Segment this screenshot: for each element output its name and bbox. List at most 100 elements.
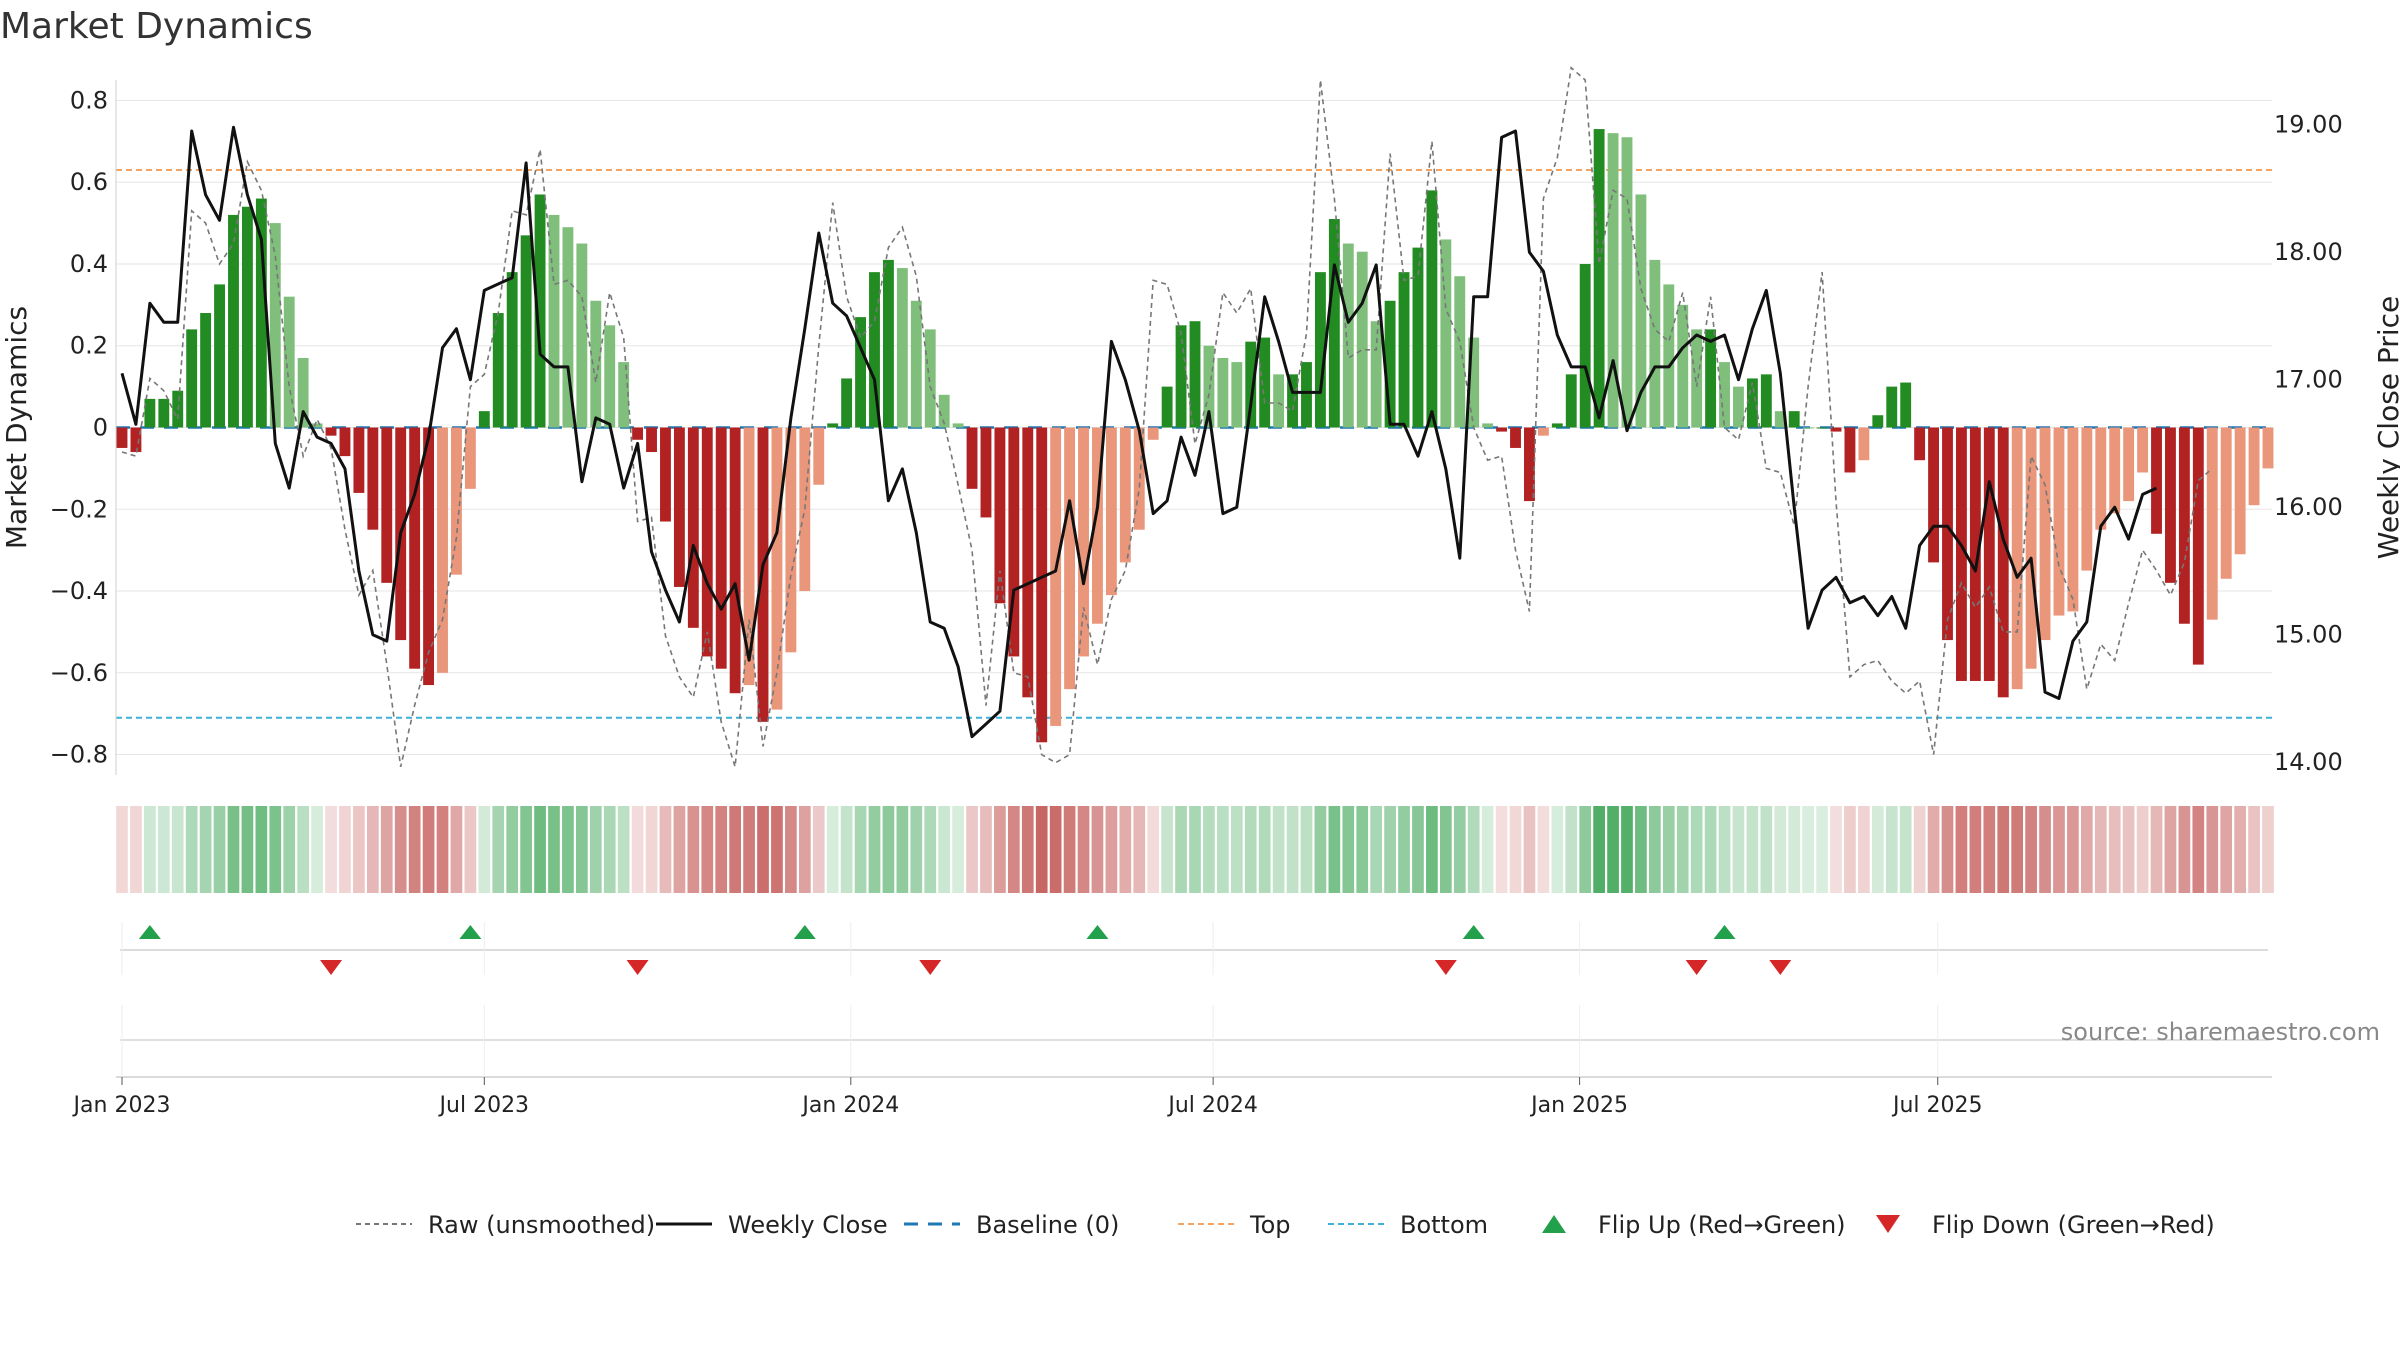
regime-cell <box>701 806 714 893</box>
bar <box>2025 427 2037 669</box>
regime-cell <box>1230 806 1243 893</box>
regime-cell <box>1370 806 1383 893</box>
regime-cell <box>2108 806 2121 893</box>
flip-down-marker <box>626 960 649 975</box>
regime-cell <box>798 806 811 893</box>
regime-cell <box>1885 806 1898 893</box>
regime-cell <box>2192 806 2205 893</box>
flip-markers-panel <box>120 922 2268 975</box>
y-left-tick-label: −0.8 <box>50 741 108 769</box>
regime-cell <box>1077 806 1090 893</box>
regime-cell <box>1704 806 1717 893</box>
flip-up-marker <box>1713 925 1736 939</box>
regime-cell <box>1147 806 1160 893</box>
regime-cell <box>757 806 769 893</box>
bar <box>353 427 365 493</box>
regime-cell <box>1217 806 1229 893</box>
regime-cell <box>1913 806 1926 893</box>
bar <box>576 243 588 428</box>
bar <box>478 411 490 428</box>
weekly-close-line <box>120 125 2158 739</box>
regime-cell <box>1091 806 1104 893</box>
regime-cell <box>1021 806 1034 893</box>
bar <box>1064 427 1076 690</box>
bar <box>855 317 866 428</box>
bar <box>1677 304 1689 428</box>
bar <box>2095 427 2107 530</box>
bar <box>437 427 448 673</box>
y-right-tick-label: 16.00 <box>2274 493 2343 521</box>
x-tick-label: Jul 2025 <box>1891 1093 1983 1118</box>
regime-cell <box>1955 806 1968 893</box>
regime-cell <box>1662 806 1675 893</box>
bar <box>464 427 476 489</box>
regime-cell <box>854 806 867 893</box>
regime-cell <box>1314 806 1327 893</box>
regime-cell <box>2122 806 2135 893</box>
regime-cell <box>1328 806 1341 893</box>
regime-cell <box>1007 806 1020 893</box>
bar <box>2053 427 2065 616</box>
regime-cell <box>422 806 435 893</box>
bar <box>562 227 574 428</box>
regime-cell <box>506 806 519 893</box>
bar <box>2234 427 2246 555</box>
bar <box>1621 137 1633 428</box>
regime-cell <box>116 806 128 893</box>
regime-cell <box>1927 806 1940 893</box>
y-right-tick-label: 15.00 <box>2274 621 2343 649</box>
bar <box>1663 284 1675 428</box>
bar <box>841 378 853 428</box>
bar <box>729 427 741 694</box>
regime-cell <box>1063 806 1076 893</box>
regime-cell <box>924 806 937 893</box>
bar <box>771 427 783 710</box>
y-left-tick-label: −0.4 <box>50 577 108 605</box>
bar <box>632 427 644 440</box>
regime-cell <box>1439 806 1452 893</box>
regime-cell <box>771 806 783 893</box>
x-tick-label: Jan 2023 <box>72 1093 171 1118</box>
bar <box>660 427 671 522</box>
y-right-tick-label: 18.00 <box>2274 238 2343 266</box>
bar <box>1398 272 1410 428</box>
regime-cell <box>1760 806 1773 893</box>
bar <box>1760 374 1772 428</box>
bar <box>1928 427 1939 563</box>
bar <box>1314 272 1326 428</box>
regime-cell <box>1398 806 1410 893</box>
regime-cell <box>157 806 170 893</box>
legend-label: Weekly Close <box>728 1211 888 1239</box>
regime-cell <box>715 806 728 893</box>
bar <box>2248 427 2260 506</box>
bar <box>1426 190 1438 428</box>
bar <box>1900 382 1912 428</box>
regime-cell <box>1871 806 1884 893</box>
bar <box>1468 337 1480 428</box>
bar <box>1788 411 1800 428</box>
bar <box>339 427 351 457</box>
legend-item-flipup: Flip Up (Red→Green) <box>1542 1211 1846 1239</box>
regime-cell <box>1969 806 1982 893</box>
bar <box>1635 194 1647 428</box>
bar <box>520 235 532 428</box>
legend: Raw (unsmoothed) Weekly Close Baseline (0)… <box>356 1211 2215 1239</box>
regime-cell <box>2136 806 2149 893</box>
regime-cell <box>1649 806 1661 893</box>
regime-cell <box>311 806 323 893</box>
bar <box>1203 345 1215 428</box>
flip-up-marker <box>459 925 482 939</box>
regime-cell <box>687 806 700 893</box>
bar <box>1746 378 1758 428</box>
bar <box>2039 427 2051 641</box>
bar <box>938 394 950 428</box>
legend-label: Baseline (0) <box>976 1211 1119 1239</box>
y-axis-left-label: Market Dynamics <box>0 306 33 549</box>
bar <box>1719 362 1730 428</box>
bar <box>701 427 713 657</box>
legend-item-top: Top <box>1178 1211 1291 1239</box>
regime-cell <box>130 806 142 893</box>
bar <box>1872 415 1884 428</box>
regime-cell <box>1300 806 1313 893</box>
bar <box>715 427 727 669</box>
